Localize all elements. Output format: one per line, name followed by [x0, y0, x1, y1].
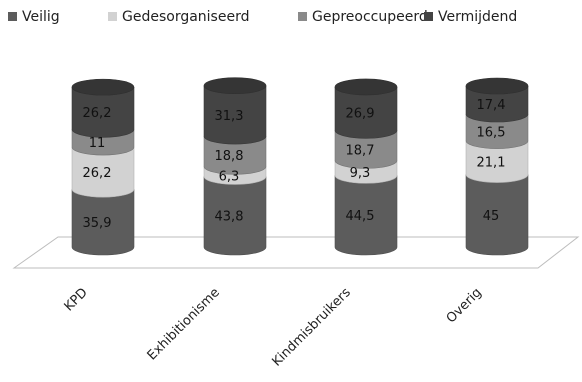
legend-label-gedesorganiseerd: Gedesorganiseerd — [122, 9, 249, 25]
category-label-kpd: KPD — [62, 285, 91, 314]
cylinder-kindmisbruikers: 44,5 9,3 18,7 26,9 — [334, 78, 398, 256]
legend-swatch-gepreoccupeerd — [298, 12, 307, 21]
data-label: 11 — [89, 136, 106, 151]
legend-swatch-veilig — [8, 12, 17, 21]
legend: Veilig Gedesorganiseerd Gepreoccupeerd Verm… — [8, 9, 517, 25]
legend-label-vermijdend: Vermijdend — [438, 9, 517, 25]
legend-swatch-gedesorganiseerd — [108, 12, 117, 21]
data-label: 18,7 — [346, 143, 375, 158]
data-label: 18,8 — [215, 149, 244, 164]
data-label: 17,4 — [477, 98, 506, 113]
data-label: 21,1 — [477, 156, 506, 171]
cylinder-top-kpd — [71, 78, 135, 96]
category-label-exhibitionisme: Exhibitionisme — [145, 285, 223, 363]
floor-plane — [12, 236, 580, 269]
cylinder-top-overig — [465, 77, 529, 95]
cylinder-overig: 45 21,1 16,5 17,4 — [465, 77, 529, 256]
data-label: 43,8 — [215, 210, 244, 225]
data-label: 26,2 — [83, 106, 112, 121]
category-label-overig: Overig — [444, 285, 485, 326]
cylinder-kpd: 35,9 26,2 11 26,2 — [71, 78, 135, 256]
data-label: 16,5 — [477, 125, 506, 140]
cylinder-top-exhibitionisme — [203, 77, 267, 94]
legend-label-veilig: Veilig — [22, 9, 60, 25]
category-labels: KPD Exhibitionisme Kindmisbruikers Overig — [62, 285, 485, 370]
legend-label-gepreoccupeerd: Gepreoccupeerd — [312, 9, 428, 25]
chart-floor — [12, 236, 580, 269]
data-label: 26,9 — [346, 107, 375, 122]
data-label: 44,5 — [346, 209, 375, 224]
category-label-kindmisbruikers: Kindmisbruikers — [269, 285, 354, 370]
data-label: 26,2 — [83, 166, 112, 181]
data-label: 45 — [483, 209, 500, 224]
cylinder-exhibitionisme: 43,8 6,3 18,8 31,3 — [203, 77, 267, 256]
legend-swatch-vermijdend — [424, 12, 433, 21]
bars: 35,9 26,2 11 26,2 43,8 6,3 18,8 31,3 44,5 9,3 18,7… — [71, 77, 529, 256]
data-label: 35,9 — [83, 216, 112, 231]
data-label: 9,3 — [350, 166, 371, 181]
data-label: 31,3 — [215, 109, 244, 124]
cylinder-top-kindmisbruikers — [334, 78, 398, 96]
data-label: 6,3 — [219, 169, 240, 184]
